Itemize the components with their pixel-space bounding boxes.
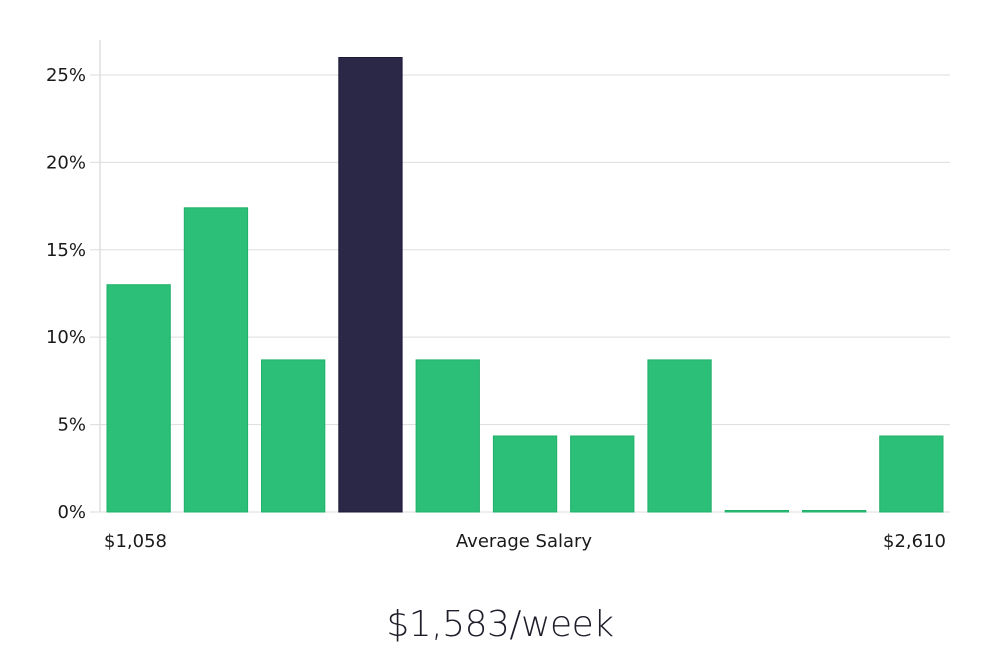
bar xyxy=(570,435,635,513)
bar xyxy=(183,207,249,513)
bar-highlight xyxy=(338,57,403,513)
y-tick-label: 0% xyxy=(57,502,86,523)
bars xyxy=(106,57,944,513)
bar xyxy=(647,359,712,513)
bar xyxy=(879,435,944,513)
x-max-label: $2,610 xyxy=(883,531,946,552)
x-axis-label: Average Salary xyxy=(456,531,593,552)
y-tick-label: 10% xyxy=(46,327,86,348)
average-salary-headline: $1,583/week xyxy=(386,604,614,645)
bar xyxy=(106,284,171,513)
salary-histogram: 0% 5% 10% 15% 20% 25% $1,058 Average Salary $… xyxy=(46,40,950,552)
y-tick-label: 20% xyxy=(46,152,86,173)
bar xyxy=(724,510,790,513)
bar xyxy=(261,359,326,513)
x-min-label: $1,058 xyxy=(104,531,167,552)
y-axis-ticks: 0% 5% 10% 15% 20% 25% xyxy=(46,65,86,523)
bar xyxy=(415,359,480,513)
y-tick-label: 25% xyxy=(46,65,86,86)
bar xyxy=(802,510,867,513)
y-tick-label: 15% xyxy=(46,240,86,261)
bar xyxy=(492,435,558,513)
y-tick-label: 5% xyxy=(57,415,86,436)
